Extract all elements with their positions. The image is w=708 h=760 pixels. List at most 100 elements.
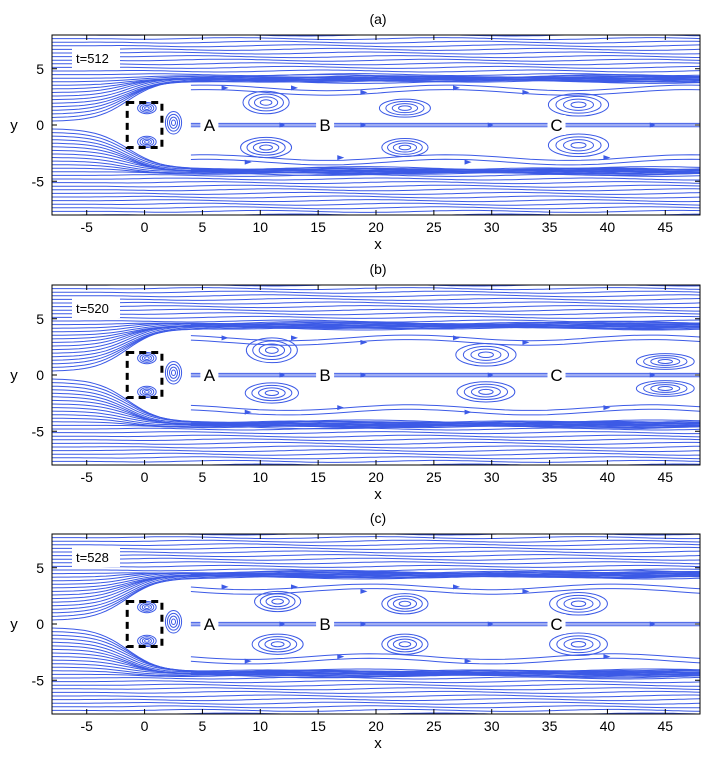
inner-wake-line: [190, 334, 700, 342]
vortex-streamline: [570, 101, 587, 109]
x-tick-label: 5: [199, 718, 207, 734]
vortex-streamline: [563, 98, 594, 111]
flow-arrow: [360, 339, 368, 345]
inner-wake-line: [190, 583, 700, 591]
outer-streamline: [52, 546, 700, 550]
region-label: C: [550, 615, 562, 634]
flow-arrow: [279, 621, 287, 627]
inner-wake-line: [190, 408, 700, 416]
vortex-streamline: [171, 119, 176, 127]
x-tick-label: 5: [199, 469, 207, 485]
outer-streamline: [52, 694, 700, 698]
region-label: C: [550, 116, 562, 135]
wake-boundary-line: [190, 569, 700, 575]
y-tick-label: 0: [36, 616, 44, 632]
outer-streamline: [52, 396, 700, 426]
vortex-streamline: [137, 352, 157, 365]
vortex-streamline: [137, 135, 157, 148]
outer-streamline: [52, 206, 700, 210]
region-label-background: [200, 365, 219, 385]
panel-title: (c): [370, 510, 386, 526]
vortex-streamline: [169, 116, 178, 129]
x-tick-label: 45: [657, 219, 673, 235]
flow-arrow: [360, 89, 368, 95]
vortex-streamline: [456, 381, 516, 403]
flow-arrow: [464, 409, 472, 415]
x-tick-label: -5: [80, 718, 93, 734]
x-tick-label: 10: [252, 469, 268, 485]
x-tick-label: 20: [368, 718, 384, 734]
vortex-streamline: [141, 354, 152, 362]
outer-streamline: [52, 58, 700, 62]
outer-streamline: [52, 690, 700, 694]
vortex-streamline: [141, 637, 152, 645]
outer-streamline: [52, 30, 700, 32]
y-tick-label: -5: [32, 173, 45, 189]
streamlines: [52, 534, 700, 714]
wake-boundary-line: [190, 420, 700, 426]
vortex-streamline: [387, 636, 423, 653]
time-label: t=520: [76, 301, 109, 316]
outer-streamline: [52, 449, 700, 453]
x-tick-label: 40: [600, 219, 616, 235]
flow-arrow: [337, 654, 345, 660]
outer-streamline: [52, 47, 700, 51]
vortex-streamline: [264, 638, 291, 650]
vortex-streamline: [555, 95, 602, 114]
outer-streamline: [52, 441, 700, 445]
vortex-streamline: [643, 382, 688, 395]
vortex-streamline: [563, 139, 594, 152]
flow-arrow: [464, 159, 472, 165]
vortex-streamline: [635, 353, 695, 370]
panel-b: A B Ct=520 -5 0 5 10 15 20 25 30 35 40 45 -5 0 5 x y (b): [10, 261, 701, 503]
x-tick-label: 10: [252, 718, 268, 734]
outer-streamline: [52, 445, 700, 449]
flow-arrow: [603, 654, 611, 660]
outer-streamline: [52, 539, 700, 543]
region-label: B: [319, 366, 330, 385]
vortex-streamline: [137, 601, 157, 614]
x-axis-label: x: [374, 236, 382, 253]
flow-arrow: [487, 122, 495, 128]
flow-arrow: [487, 621, 495, 627]
vortex-streamline: [137, 634, 157, 647]
inner-wake-line: [190, 404, 700, 411]
outer-streamline: [52, 456, 700, 460]
flow-arrow: [453, 335, 460, 341]
vortex-streamline: [635, 380, 695, 397]
outer-streamline: [52, 280, 700, 282]
vortex-streamline: [392, 142, 418, 153]
x-tick-label: 25: [426, 469, 442, 485]
outer-streamline: [52, 417, 700, 428]
obstacle: [125, 600, 164, 648]
x-tick-label: 0: [141, 718, 149, 734]
vortex-streamline: [549, 632, 608, 657]
vortex-streamline: [259, 144, 273, 151]
vortex-streamline: [398, 105, 412, 111]
flow-arrow: [244, 159, 252, 165]
outer-streamline: [52, 557, 700, 561]
vortex-streamline: [244, 382, 299, 404]
vortex-streamline: [144, 389, 150, 394]
x-axis-label: x: [374, 735, 382, 752]
wake-boundary-line: [190, 167, 700, 172]
flow-arrow: [522, 89, 530, 95]
x-tick-label: 25: [426, 219, 442, 235]
flow-arrow: [522, 339, 530, 345]
flow-arrow: [464, 658, 472, 664]
x-tick-label: 45: [657, 718, 673, 734]
x-tick-label: 30: [484, 469, 500, 485]
wake-boundary-line: [190, 324, 700, 330]
vortex-streamline: [144, 106, 150, 111]
flow-arrow: [453, 584, 460, 590]
vortex-streamline: [141, 388, 152, 396]
vortex-streamline: [264, 390, 280, 396]
x-tick-label: 15: [310, 219, 326, 235]
panel-c: A B Ct=528 -5 0 5 10 15 20 25 30 35 40 45 -5 0 5 x y (c): [10, 510, 701, 752]
x-tick-label: 10: [252, 219, 268, 235]
outer-streamline: [52, 687, 700, 691]
vortex-streamline: [251, 633, 304, 655]
y-tick-label: 5: [36, 311, 44, 327]
vortex-streamline: [164, 360, 183, 385]
outer-streamline: [52, 564, 700, 568]
